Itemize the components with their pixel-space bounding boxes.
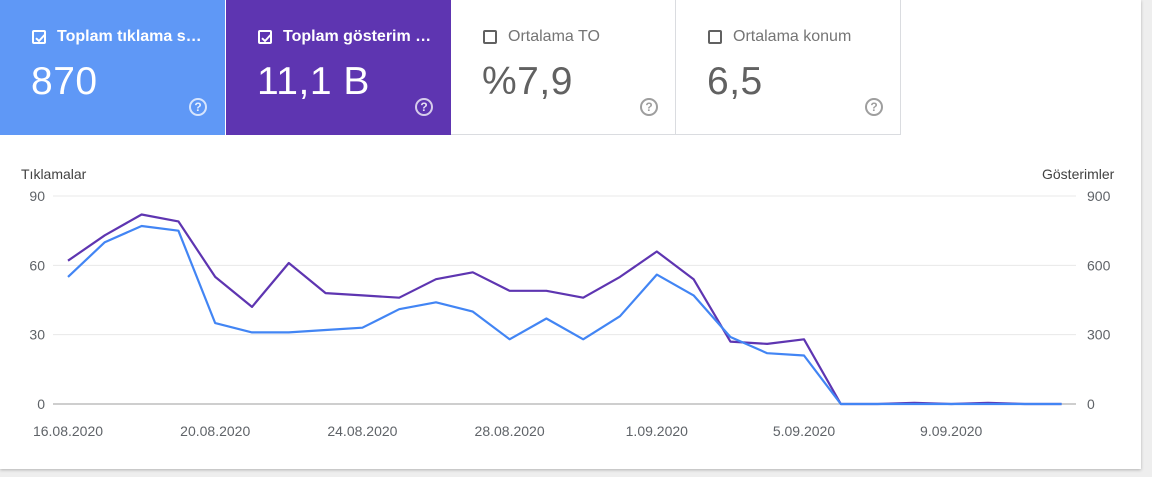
position-value: 6,5 bbox=[707, 60, 763, 103]
position-checkbox[interactable] bbox=[708, 30, 722, 44]
impressions-value: 11,1 B bbox=[257, 60, 370, 103]
clicks-checkbox[interactable] bbox=[32, 30, 46, 44]
metric-card-clicks[interactable]: Toplam tıklama s… 870 ? bbox=[0, 0, 225, 135]
left-y-tick-label: 90 bbox=[29, 188, 45, 204]
x-tick-label: 20.08.2020 bbox=[180, 423, 250, 439]
impressions-label: Toplam gösterim … bbox=[283, 28, 432, 45]
left-y-tick-label: 30 bbox=[29, 327, 45, 343]
left-axis-title: Tıklamalar bbox=[21, 166, 87, 182]
x-tick-label: 16.08.2020 bbox=[33, 423, 103, 439]
left-y-tick-label: 60 bbox=[29, 257, 45, 273]
position-label: Ortalama konum bbox=[733, 28, 852, 45]
x-tick-label: 28.08.2020 bbox=[475, 423, 545, 439]
help-icon[interactable]: ? bbox=[189, 98, 207, 116]
clicks-series-line bbox=[67, 224, 1062, 406]
left-y-tick-label: 0 bbox=[37, 396, 45, 412]
clicks-label: Toplam tıklama s… bbox=[57, 28, 202, 45]
right-y-tick-label: 900 bbox=[1087, 188, 1111, 204]
right-y-tick-label: 600 bbox=[1087, 257, 1111, 273]
clicks-value: 870 bbox=[31, 60, 98, 103]
ctr-value: %7,9 bbox=[482, 60, 573, 103]
help-icon[interactable]: ? bbox=[865, 98, 883, 116]
x-tick-label: 1.09.2020 bbox=[626, 423, 688, 439]
right-axis-title: Gösterimler bbox=[1042, 166, 1115, 182]
help-icon[interactable]: ? bbox=[640, 98, 658, 116]
impressions-series-line bbox=[67, 213, 1062, 406]
metric-card-impressions[interactable]: Toplam gösterim … 11,1 B ? bbox=[226, 0, 451, 135]
impressions-checkbox[interactable] bbox=[258, 30, 272, 44]
x-tick-label: 9.09.2020 bbox=[920, 423, 982, 439]
x-tick-label: 5.09.2020 bbox=[773, 423, 835, 439]
x-tick-label: 24.08.2020 bbox=[327, 423, 397, 439]
metric-cards: Toplam tıklama s… 870 ? Toplam gösterim … bbox=[0, 0, 901, 135]
ctr-checkbox[interactable] bbox=[483, 30, 497, 44]
metric-card-position[interactable]: Ortalama konum 6,5 ? bbox=[676, 0, 901, 135]
help-icon[interactable]: ? bbox=[415, 98, 433, 116]
right-y-tick-label: 300 bbox=[1087, 327, 1111, 343]
right-y-tick-label: 0 bbox=[1087, 396, 1095, 412]
performance-panel: Toplam tıklama s… 870 ? Toplam gösterim … bbox=[0, 0, 1141, 469]
metric-card-ctr[interactable]: Ortalama TO %7,9 ? bbox=[451, 0, 676, 135]
ctr-label: Ortalama TO bbox=[508, 28, 600, 45]
performance-chart[interactable]: 90 900 60 600 30 300 0 0 16.08.2020 20.08.2020 24.… bbox=[0, 180, 1141, 469]
